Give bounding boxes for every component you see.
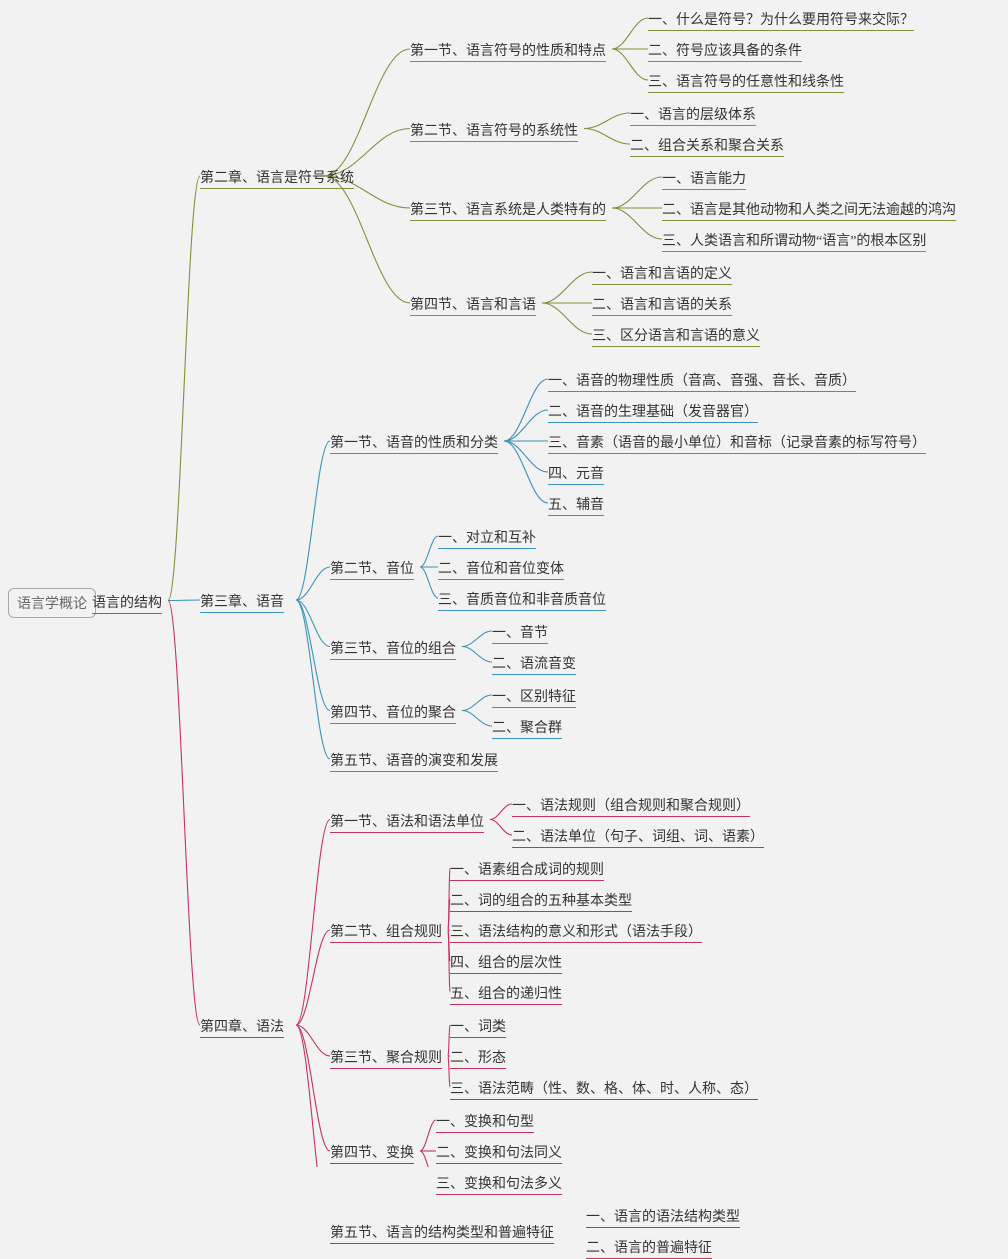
item-node: 二、语言的普遍特征: [586, 1237, 712, 1259]
item-node: 一、词类: [450, 1016, 506, 1038]
item-node: 五、辅音: [548, 494, 604, 516]
item-node: 二、词的组合的五种基本类型: [450, 890, 632, 912]
chapter-node: 第二章、语言是符号系统: [200, 167, 354, 189]
section-node: 第三节、聚合规则: [330, 1047, 442, 1069]
item-node: 三、语言符号的任意性和线条性: [648, 71, 844, 93]
item-node: 二、语言和言语的关系: [592, 294, 732, 316]
section-node: 第二节、语言符号的系统性: [410, 120, 578, 142]
section-node: 第四节、变换: [330, 1142, 414, 1164]
chapter-node: 第三章、语音: [200, 591, 284, 613]
item-node: 一、语法规则（组合规则和聚合规则）: [512, 795, 750, 817]
root-node: 语言学概论: [8, 588, 96, 618]
item-node: 三、语法结构的意义和形式（语法手段）: [450, 921, 702, 943]
section-node: 第四节、语言和言语: [410, 294, 536, 316]
item-node: 二、语音的生理基础（发音器官）: [548, 401, 758, 423]
item-node: 三、语法范畴（性、数、格、体、时、人称、态）: [450, 1078, 758, 1100]
item-node: 三、音素（语音的最小单位）和音标（记录音素的标写符号）: [548, 432, 926, 454]
section-node: 第三节、语言系统是人类特有的: [410, 199, 606, 221]
item-node: 二、语言是其他动物和人类之间无法逾越的鸿沟: [662, 199, 956, 221]
section-node: 第三节、音位的组合: [330, 638, 456, 660]
item-node: 一、语音的物理性质（音高、音强、音长、音质）: [548, 370, 856, 392]
item-node: 五、组合的递归性: [450, 983, 562, 1005]
item-node: 二、形态: [450, 1047, 506, 1069]
item-node: 一、语言的语法结构类型: [586, 1206, 740, 1228]
item-node: 二、音位和音位变体: [438, 558, 564, 580]
item-node: 一、什么是符号？为什么要用符号来交际？: [648, 9, 914, 31]
item-node: 一、语言和言语的定义: [592, 263, 732, 285]
item-node: 三、区分语言和言语的意义: [592, 325, 760, 347]
item-node: 四、元音: [548, 463, 604, 485]
item-node: 二、聚合群: [492, 717, 562, 739]
item-node: 一、区别特征: [492, 686, 576, 708]
section-node: 第一节、语音的性质和分类: [330, 432, 498, 454]
item-node: 一、变换和句型: [436, 1111, 534, 1133]
section-node: 第五节、语言的结构类型和普遍特征: [330, 1222, 554, 1244]
item-node: 一、语素组合成词的规则: [450, 859, 604, 881]
item-node: 二、语法单位（句子、词组、词、语素）: [512, 826, 764, 848]
item-node: 一、语言能力: [662, 168, 746, 190]
chapter-node: 第四章、语法: [200, 1016, 284, 1038]
item-node: 一、对立和互补: [438, 527, 536, 549]
item-node: 四、组合的层次性: [450, 952, 562, 974]
root-label: 语言学概论: [17, 597, 87, 612]
item-node: 三、变换和句法多义: [436, 1173, 562, 1195]
item-node: 一、语言的层级体系: [630, 104, 756, 126]
item-node: 三、音质音位和非音质音位: [438, 589, 606, 611]
item-node: 二、符号应该具备的条件: [648, 40, 802, 62]
section-node: 第一节、语法和语法单位: [330, 811, 484, 833]
section-node: 第一节、语言符号的性质和特点: [410, 40, 606, 62]
level1-node: 语言的结构: [92, 592, 162, 614]
item-node: 二、语流音变: [492, 653, 576, 675]
section-node: 第二节、组合规则: [330, 921, 442, 943]
item-node: 一、音节: [492, 622, 548, 644]
section-node: 第五节、语音的演变和发展: [330, 750, 498, 772]
mindmap-canvas: 语言学概论语言的结构 第二章、语言是符号系统 第一节、语言符号的性质和特点 一、什么是…: [0, 0, 1008, 1167]
section-node: 第四节、音位的聚合: [330, 702, 456, 724]
section-node: 第二节、音位: [330, 558, 414, 580]
item-node: 二、组合关系和聚合关系: [630, 135, 784, 157]
item-node: 三、人类语言和所谓动物“语言”的根本区别: [662, 230, 926, 252]
item-node: 二、变换和句法同义: [436, 1142, 562, 1164]
